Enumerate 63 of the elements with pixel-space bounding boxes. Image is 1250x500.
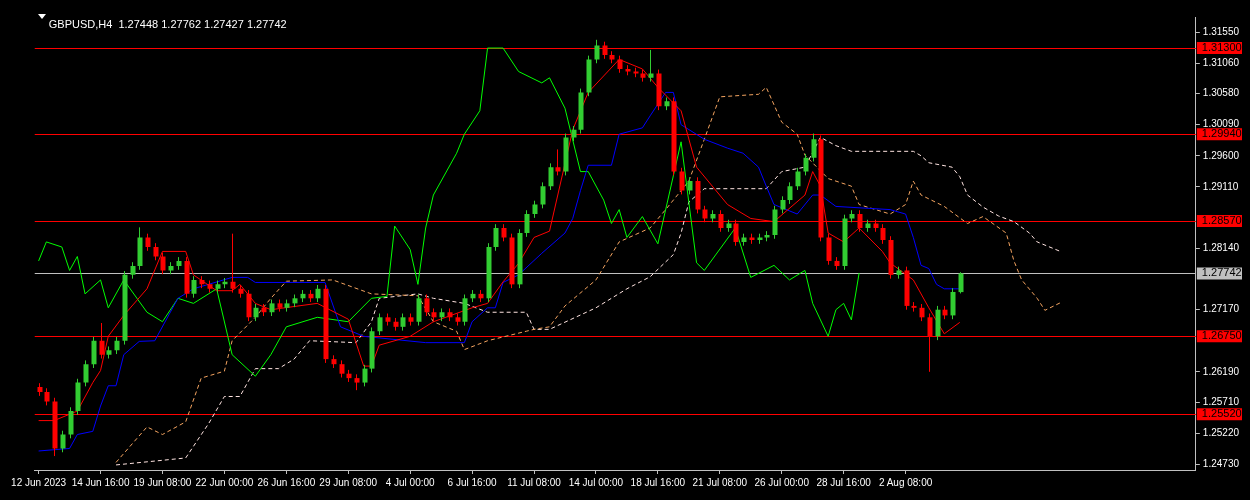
y-tick-label: 1.30090 [1202, 118, 1240, 130]
candlestick [424, 294, 430, 317]
candlestick [493, 223, 499, 252]
ref-line-label: 1.25520 [1201, 407, 1242, 420]
candlestick [68, 406, 74, 439]
y-tick-label: 1.30580 [1202, 87, 1240, 99]
candlestick [160, 252, 166, 275]
x-tick-label: 18 Jul 16:00 [630, 476, 686, 488]
ref-line-label: 1.26750 [1201, 329, 1242, 342]
x-tick-label: 26 Jul 00:00 [754, 476, 810, 488]
x-tick-label: 29 Jun 08:00 [319, 476, 378, 488]
candlestick [950, 287, 956, 320]
x-tick-label: 28 Jul 16:00 [816, 476, 872, 488]
candlestick [555, 148, 561, 176]
ref-line-label: 1.31300 [1201, 41, 1242, 54]
y-tick-label: 1.28140 [1202, 242, 1240, 253]
x-tick-label: 26 Jun 16:00 [257, 476, 316, 488]
candlestick [880, 223, 886, 245]
candlestick [60, 430, 66, 453]
candlestick [811, 133, 817, 162]
x-tick-label: 14 Jun 16:00 [71, 476, 130, 488]
candlestick [362, 364, 368, 387]
x-tick-label: 22 Jun 00:00 [195, 476, 254, 488]
x-tick-label: 4 Jul 00:00 [385, 476, 436, 488]
y-tick-label: 1.31060 [1202, 57, 1240, 68]
candlestick [787, 181, 793, 205]
candlestick [377, 313, 383, 336]
y-tick-label: 1.31550 [1202, 25, 1240, 37]
candlestick [548, 162, 554, 191]
candlestick [416, 294, 422, 327]
candlestick [540, 181, 546, 209]
candlestick [826, 233, 832, 266]
x-tick-label: 12 Jun 2023 [11, 476, 67, 488]
y-tick-label: 1.24730 [1202, 458, 1240, 470]
x-tick-label: 11 Jul 08:00 [507, 476, 562, 488]
y-tick-label: 1.29110 [1202, 180, 1239, 192]
ref-line-label: 1.28570 [1201, 214, 1242, 227]
candlestick [679, 167, 685, 195]
y-tick-label: 1.29600 [1202, 149, 1240, 161]
candlestick [524, 209, 530, 238]
candlestick [83, 359, 89, 387]
y-tick-label: 1.26190 [1202, 365, 1240, 377]
candlestick [594, 39, 600, 64]
x-tick-label: 14 Jul 00:00 [568, 476, 624, 488]
ref-line-label: 1.27742 [1201, 266, 1242, 279]
candlestick [648, 49, 654, 83]
y-tick-label: 1.27170 [1202, 303, 1240, 315]
candlestick [803, 153, 809, 176]
x-tick-label: 6 Jul 16:00 [447, 476, 497, 488]
x-tick-label: 19 Jun 08:00 [133, 476, 192, 488]
candlestick [191, 275, 197, 299]
chart-title: GBPUSD,H4 1.27448 1.27762 1.27427 1.27742 [48, 18, 287, 31]
y-tick-label: 1.25710 [1202, 395, 1240, 407]
candlestick [91, 336, 97, 369]
candlestick [795, 167, 801, 191]
candlestick [246, 289, 252, 322]
y-tick-label: 1.25220 [1202, 427, 1240, 438]
candlestick [462, 294, 468, 327]
x-tick-label: 21 Jul 08:00 [692, 476, 748, 488]
ref-line-label: 1.29940 [1201, 127, 1242, 140]
x-tick-label: 2 Aug 08:00 [878, 476, 933, 488]
candlestick [958, 271, 964, 294]
candlestick [230, 233, 236, 294]
